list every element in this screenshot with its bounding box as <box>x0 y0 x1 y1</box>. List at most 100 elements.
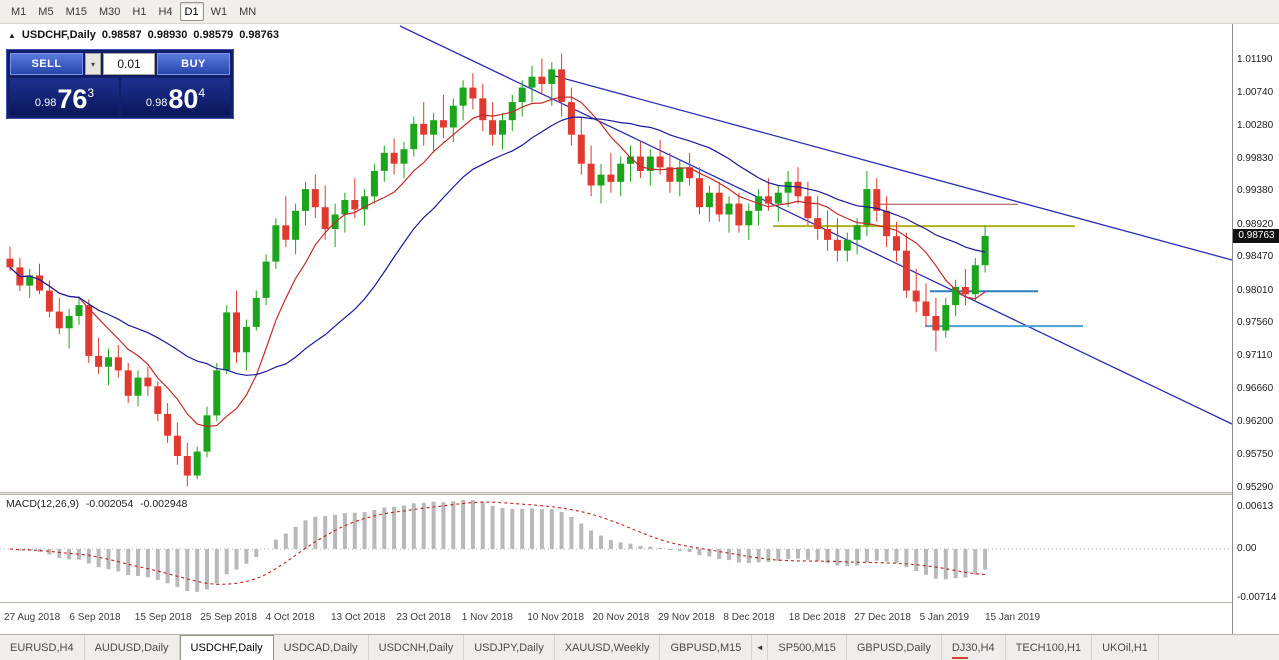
date-axis[interactable]: 27 Aug 2018 6 Sep 2018 15 Sep 2018 25 Sep 2… <box>0 602 1232 634</box>
price-axis-label: 0.98920 <box>1237 218 1274 230</box>
candle <box>341 192 349 233</box>
candle <box>105 348 112 385</box>
chart-tab-usdcad-daily[interactable]: USDCAD,Daily <box>274 635 369 660</box>
volume-dropdown-button[interactable]: ▾ <box>85 53 101 75</box>
price-axis-label: 0.96200 <box>1237 415 1274 427</box>
timeframe-button-h1[interactable]: H1 <box>132 5 147 18</box>
ohlc-high: 0.98930 <box>147 29 188 41</box>
candle <box>203 406 211 458</box>
candle <box>459 80 467 121</box>
chart-tab-audusd-daily[interactable]: AUDUSD,Daily <box>85 635 180 660</box>
chart-tab-xauusd-weekly[interactable]: XAUUSD,Weekly <box>555 635 661 660</box>
sell-price-prefix: 0.98 <box>34 97 57 109</box>
date-axis-label: 18 Dec 2018 <box>788 612 846 623</box>
candle <box>154 381 162 422</box>
candle <box>164 403 172 443</box>
candle <box>617 156 625 197</box>
candle <box>686 152 694 186</box>
chart-tab-sp500-m15[interactable]: SP500,M15 <box>768 635 847 660</box>
candle <box>380 145 388 182</box>
candle <box>351 178 359 219</box>
candle <box>321 185 329 240</box>
chart-tab-dj30-h4[interactable]: DJ30,H4 <box>942 635 1006 660</box>
candle <box>814 196 822 240</box>
buy-price-display[interactable]: 0.98 80 4 <box>121 78 230 115</box>
candle <box>55 297 63 335</box>
candle <box>193 446 201 480</box>
macd-axis-label: -0.00714 <box>1237 591 1277 603</box>
panel-splitter[interactable] <box>0 492 1279 495</box>
candle <box>183 442 191 487</box>
price-chart-canvas[interactable] <box>0 24 1232 492</box>
candle <box>124 363 132 403</box>
macd-canvas[interactable] <box>0 495 1232 602</box>
candle <box>784 171 792 208</box>
date-axis-label: 29 Nov 2018 <box>658 612 715 623</box>
timeframe-button-m30[interactable]: M30 <box>98 5 121 18</box>
candle <box>833 218 841 262</box>
descending-trendline-shallow[interactable] <box>554 75 1232 261</box>
candle <box>893 221 900 262</box>
chart-tab-gbpusd-m15[interactable]: GBPUSD,M15 <box>660 635 753 660</box>
sell-price-big: 76 <box>57 84 88 114</box>
timeframe-button-d1[interactable]: D1 <box>179 2 204 21</box>
candle <box>567 87 575 146</box>
candle <box>873 178 881 222</box>
timeframe-button-m15[interactable]: M15 <box>65 5 87 18</box>
candle <box>262 254 270 306</box>
timeframe-button-m5[interactable]: M5 <box>38 5 54 18</box>
price-axis[interactable]: 0.98763 1.01190 1.00740 1.00280 0.99830 0.99… <box>1232 24 1279 634</box>
date-axis-label: 15 Sep 2018 <box>134 612 192 623</box>
date-axis-label: 20 Nov 2018 <box>592 612 650 623</box>
chart-tab-usdcnh-daily[interactable]: USDCNH,Daily <box>369 635 465 660</box>
candle <box>252 290 260 331</box>
candle <box>134 370 142 407</box>
chart-tab-gbpusd-daily[interactable]: GBPUSD,Daily <box>847 635 942 660</box>
chart-tab-usdchf-daily[interactable]: USDCHF,Daily <box>179 635 274 660</box>
price-axis-label: 0.98470 <box>1237 251 1274 263</box>
chevron-down-icon: ▾ <box>90 59 95 69</box>
one-click-toggle-icon[interactable]: ▲ <box>8 30 16 40</box>
price-axis-label: 0.95290 <box>1237 481 1274 493</box>
candle <box>705 185 713 222</box>
chart-tab-tech100-h1[interactable]: TECH100,H1 <box>1006 635 1093 660</box>
candle <box>282 196 290 248</box>
date-axis-label: 27 Aug 2018 <box>4 612 61 623</box>
timeframe-button-mn[interactable]: MN <box>239 5 257 18</box>
candle <box>302 181 309 226</box>
moving-average-slow <box>9 116 986 376</box>
candle <box>272 218 280 269</box>
sell-price-display[interactable]: 0.98 76 3 <box>10 78 119 115</box>
buy-price-big: 80 <box>168 84 199 114</box>
price-axis-label: 1.01190 <box>1237 54 1273 65</box>
tab-scroll-left-icon[interactable]: ◄ <box>752 635 769 660</box>
macd-signal-value: -0.002948 <box>140 498 188 510</box>
chart-tab-ukoil-h1[interactable]: UKOil,H1 <box>1092 635 1159 660</box>
candle <box>774 185 782 222</box>
timeframe-button-h4[interactable]: H4 <box>158 5 173 18</box>
timeframe-button-w1[interactable]: W1 <box>210 5 228 18</box>
sell-button[interactable]: SELL <box>10 53 83 75</box>
candle <box>676 160 684 197</box>
candle <box>85 299 93 364</box>
volume-input[interactable] <box>103 53 155 75</box>
chart-tab-usdjpy-daily[interactable]: USDJPY,Daily <box>464 635 555 660</box>
timeframe-button-m1[interactable]: M1 <box>11 5 27 18</box>
candle <box>213 363 221 422</box>
chart-tab-eurusd-h4[interactable]: EURUSD,H4 <box>0 635 85 660</box>
candle <box>390 138 398 175</box>
candle <box>223 305 231 374</box>
one-click-trading-panel: SELL ▾ BUY 0.98 76 3 0.98 80 4 <box>6 49 234 119</box>
chart-header: ▲ USDCHF,Daily 0.98587 0.98930 0.98579 0… <box>8 29 279 41</box>
date-axis-label: 8 Dec 2018 <box>723 612 775 623</box>
candle <box>75 296 83 325</box>
current-price-badge: 0.98763 <box>1233 229 1279 243</box>
candle <box>95 337 103 374</box>
price-axis-label: 0.97110 <box>1237 349 1273 361</box>
macd-axis-label: 0.00613 <box>1237 500 1274 512</box>
buy-button[interactable]: BUY <box>157 53 230 75</box>
candle <box>528 65 536 103</box>
price-axis-label: 0.99380 <box>1237 185 1274 197</box>
date-axis-label: 6 Sep 2018 <box>69 612 121 623</box>
